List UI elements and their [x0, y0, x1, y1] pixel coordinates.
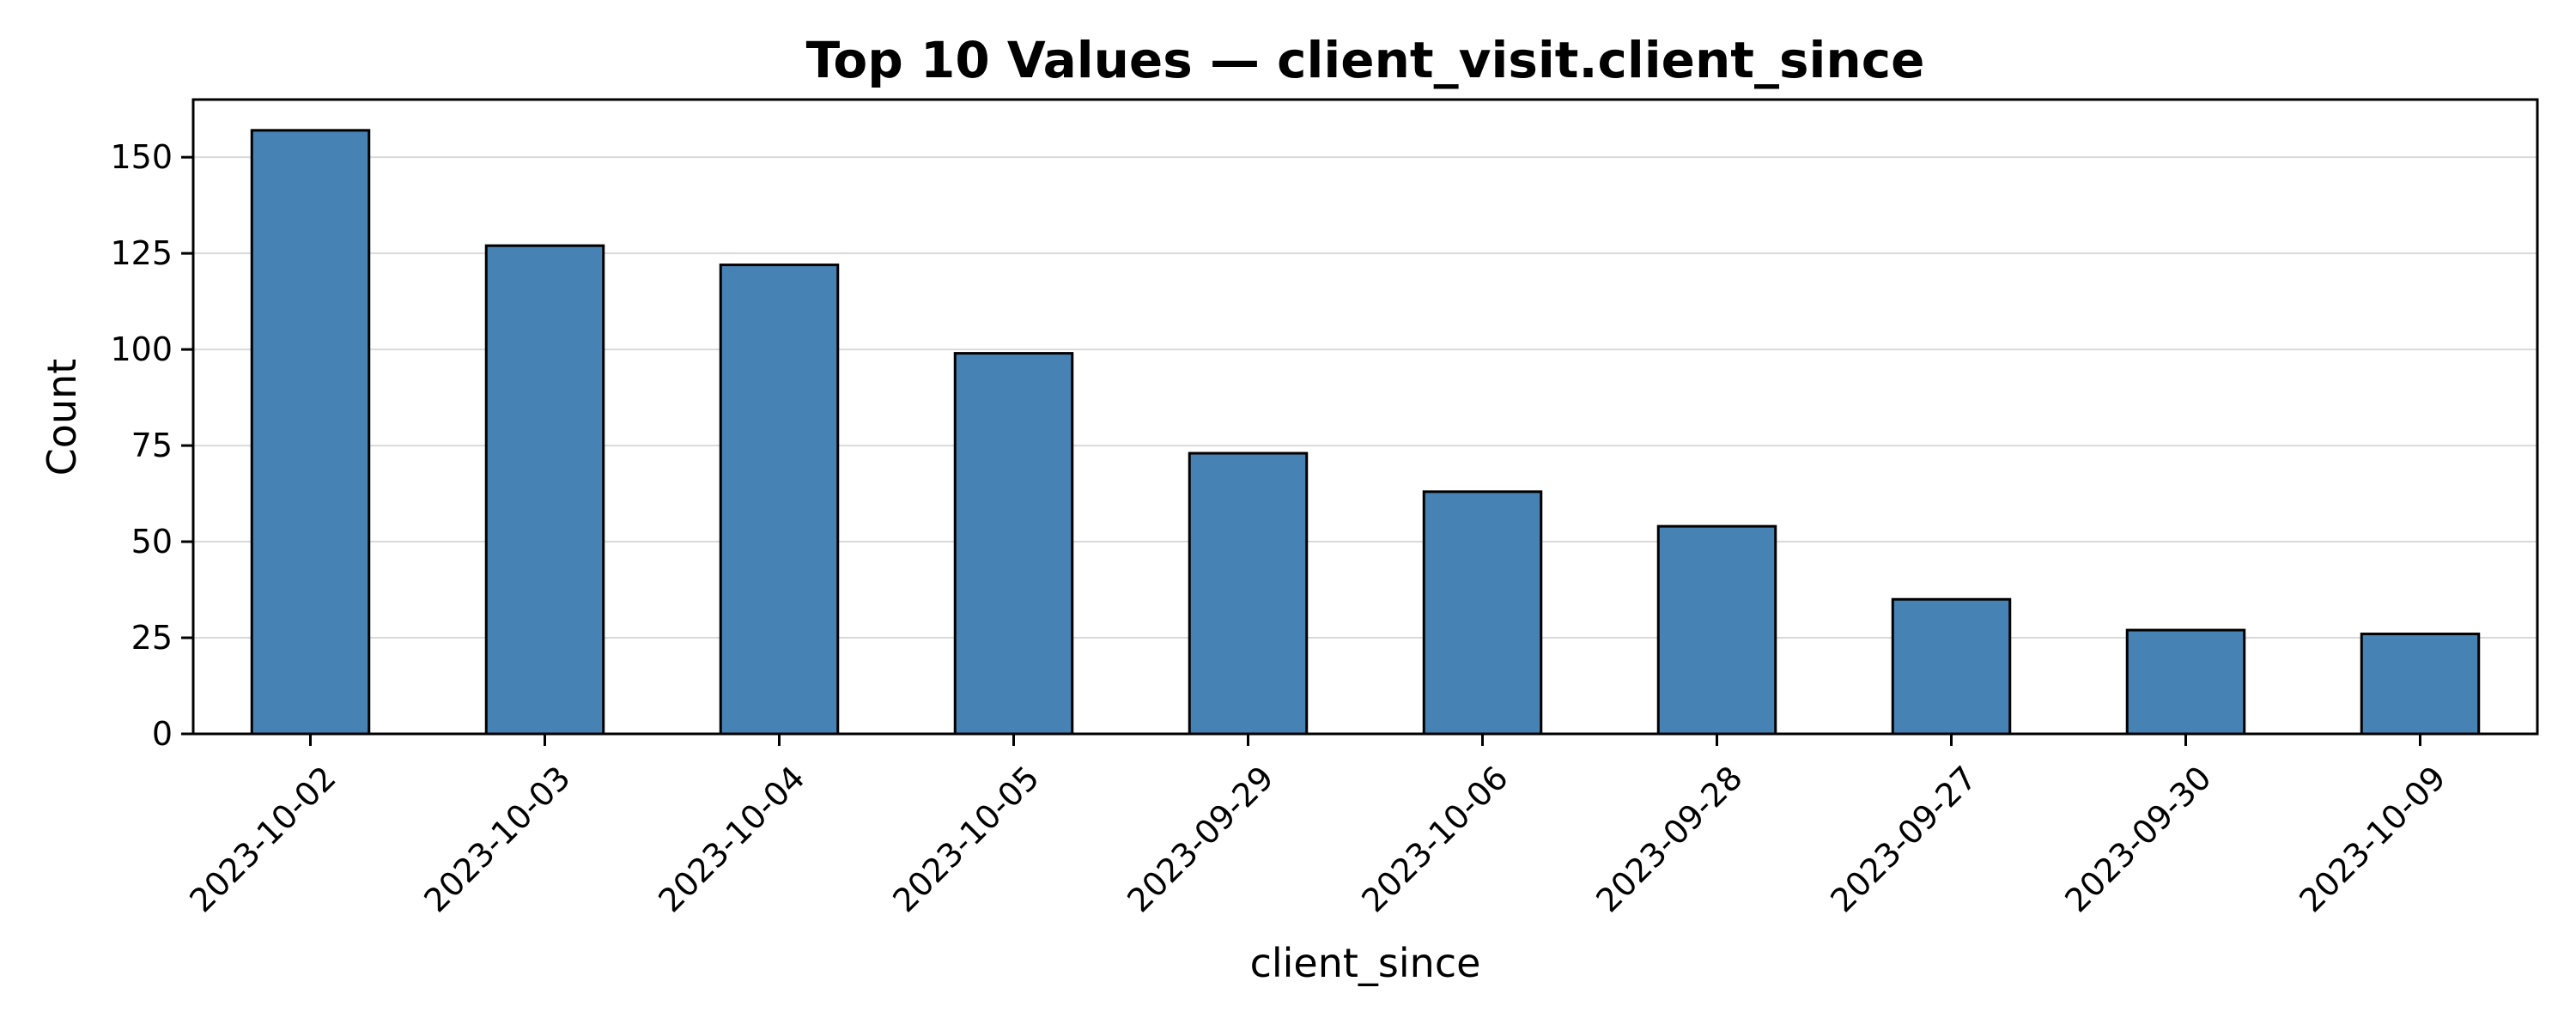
bars: [250, 129, 2481, 736]
x-tick-label: 2023-09-29: [1120, 759, 1280, 919]
bar-2023-10-04: [719, 264, 840, 736]
x-tick-label: 2023-10-06: [1354, 759, 1515, 919]
x-tick-label: 2023-09-28: [1589, 759, 1749, 919]
bar-2023-10-09: [2360, 633, 2481, 736]
y-tick-label: 75: [131, 427, 173, 464]
x-tick-label: 2023-09-27: [1823, 759, 1984, 919]
bar-2023-10-05: [953, 352, 1074, 736]
y-tick-label: 50: [131, 523, 173, 560]
bar-2023-09-29: [1188, 451, 1309, 736]
x-tick-label: 2023-10-04: [651, 759, 811, 919]
x-tick-label: 2023-10-09: [2292, 759, 2452, 919]
bar-2023-10-02: [250, 129, 371, 736]
x-axis-ticks: 2023-10-02 2023-10-03 2023-10-04 2023-10-05…: [182, 734, 2453, 919]
bar-2023-09-28: [1656, 524, 1777, 736]
y-tick-label: 0: [152, 715, 173, 753]
x-tick-label: 2023-09-30: [2057, 759, 2218, 919]
y-axis-label: Count: [39, 359, 85, 476]
x-axis-label: client_since: [1250, 940, 1481, 986]
chart-title: Top 10 Values — client_visit.client_sinc…: [806, 31, 1925, 89]
bar-2023-09-27: [1891, 597, 2012, 736]
x-tick-label: 2023-10-03: [416, 759, 577, 919]
x-tick-label: 2023-10-05: [885, 759, 1046, 919]
x-tick-label: 2023-10-02: [182, 759, 343, 919]
bar-2023-10-06: [1422, 490, 1543, 736]
y-tick-label: 100: [110, 330, 173, 368]
bar-2023-09-30: [2125, 628, 2246, 736]
bar-2023-10-03: [484, 244, 605, 736]
y-tick-label: 125: [110, 234, 173, 272]
y-axis-ticks: 0 25 50 75 100 125 150: [110, 138, 193, 753]
y-tick-label: 25: [131, 619, 173, 657]
plot-frame: [191, 98, 2539, 736]
y-tick-label: 150: [110, 138, 173, 176]
